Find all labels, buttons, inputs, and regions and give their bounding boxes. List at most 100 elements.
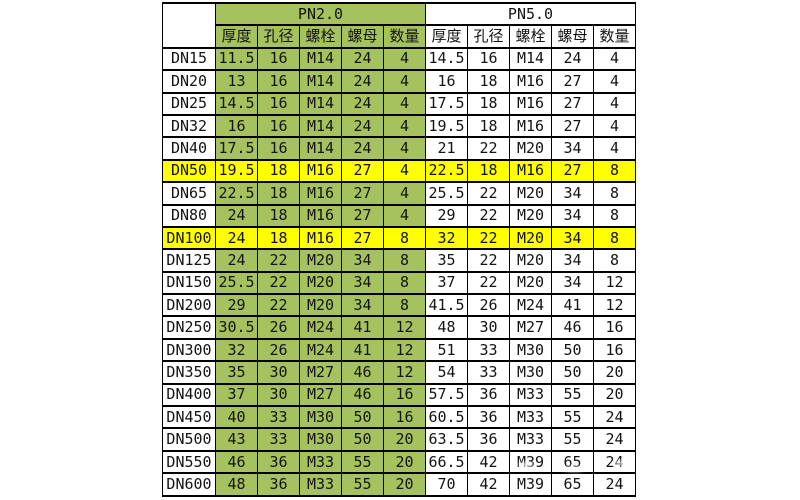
table-cell[interactable]: 22 xyxy=(257,293,300,318)
table-cell[interactable]: 37 xyxy=(215,382,258,408)
table-cell[interactable]: 46 xyxy=(341,382,384,408)
column-header-pn20-4[interactable]: 数量 xyxy=(383,24,426,49)
table-cell[interactable]: 8 xyxy=(593,181,636,206)
table-cell[interactable]: 32 xyxy=(215,337,258,363)
column-header-pn50-3[interactable]: 螺母 xyxy=(551,24,594,49)
table-cell[interactable]: 36 xyxy=(467,427,510,452)
table-cell[interactable]: 24 xyxy=(215,225,258,251)
table-cell[interactable]: 16 xyxy=(257,46,300,72)
table-cell[interactable]: 42 xyxy=(467,472,510,497)
table-cell[interactable]: 22.5 xyxy=(215,181,258,206)
table-cell[interactable]: 21 xyxy=(425,136,468,161)
table-cell[interactable]: 65 xyxy=(551,472,594,497)
table-cell[interactable]: 8 xyxy=(593,158,636,184)
table-cell[interactable]: 4 xyxy=(593,69,636,94)
row-label[interactable]: DN40 xyxy=(162,136,216,161)
table-cell[interactable]: 4 xyxy=(593,113,636,139)
table-cell[interactable]: 24 xyxy=(593,449,636,475)
table-cell[interactable]: 8 xyxy=(383,293,426,318)
table-cell[interactable]: 8 xyxy=(383,248,426,273)
table-cell[interactable]: M16 xyxy=(299,225,342,251)
table-cell[interactable]: 4 xyxy=(593,46,636,72)
table-cell[interactable]: 19.5 xyxy=(425,113,468,139)
table-cell[interactable]: 19.5 xyxy=(215,158,258,184)
table-cell[interactable]: 22 xyxy=(257,248,300,273)
table-cell[interactable]: 30 xyxy=(467,315,510,340)
table-cell[interactable]: 27 xyxy=(341,181,384,206)
table-cell[interactable]: 36 xyxy=(257,449,300,475)
table-cell[interactable]: 37 xyxy=(425,270,468,296)
table-cell[interactable]: M33 xyxy=(299,449,342,475)
table-cell[interactable]: M20 xyxy=(509,136,552,161)
table-cell[interactable]: M20 xyxy=(299,293,342,318)
table-cell[interactable]: M20 xyxy=(509,181,552,206)
table-cell[interactable]: 48 xyxy=(425,315,468,340)
table-cell[interactable]: 50 xyxy=(341,427,384,452)
table-cell[interactable]: 50 xyxy=(341,405,384,430)
table-cell[interactable]: M16 xyxy=(509,69,552,94)
table-cell[interactable]: 4 xyxy=(383,91,426,116)
table-cell[interactable]: 16 xyxy=(383,382,426,408)
table-cell[interactable]: M14 xyxy=(299,69,342,94)
table-cell[interactable]: 34 xyxy=(551,181,594,206)
table-cell[interactable]: 34 xyxy=(551,270,594,296)
table-cell[interactable]: 17.5 xyxy=(425,91,468,116)
table-cell[interactable]: 27 xyxy=(341,203,384,228)
table-cell[interactable]: 33 xyxy=(257,405,300,430)
table-cell[interactable]: 22 xyxy=(467,203,510,228)
table-cell[interactable]: 27 xyxy=(551,158,594,184)
row-label[interactable]: DN50 xyxy=(162,158,216,184)
column-header-pn50-2[interactable]: 螺栓 xyxy=(509,24,552,49)
table-cell[interactable]: 24 xyxy=(341,113,384,139)
row-label[interactable]: DN32 xyxy=(162,113,216,139)
table-cell[interactable]: M14 xyxy=(299,113,342,139)
table-cell[interactable]: 22 xyxy=(467,270,510,296)
table-cell[interactable]: 22.5 xyxy=(425,158,468,184)
table-cell[interactable]: 27 xyxy=(341,225,384,251)
table-cell[interactable]: M33 xyxy=(509,382,552,408)
table-cell[interactable]: 55 xyxy=(341,472,384,497)
table-cell[interactable]: 55 xyxy=(551,405,594,430)
table-cell[interactable]: 4 xyxy=(383,69,426,94)
table-cell[interactable]: M16 xyxy=(299,181,342,206)
table-cell[interactable]: 24 xyxy=(341,91,384,116)
table-cell[interactable]: 20 xyxy=(593,382,636,408)
table-cell[interactable]: 26 xyxy=(257,337,300,363)
table-cell[interactable]: 24 xyxy=(341,69,384,94)
table-cell[interactable]: 14.5 xyxy=(425,46,468,72)
table-cell[interactable]: 18 xyxy=(257,158,300,184)
row-label[interactable]: DN125 xyxy=(162,248,216,273)
table-cell[interactable]: 33 xyxy=(467,337,510,363)
table-cell[interactable]: 27 xyxy=(551,91,594,116)
row-label[interactable]: DN600 xyxy=(162,472,216,497)
table-cell[interactable]: M20 xyxy=(509,270,552,296)
table-cell[interactable]: 41 xyxy=(551,293,594,318)
table-cell[interactable]: 43 xyxy=(215,427,258,452)
table-cell[interactable]: M30 xyxy=(509,360,552,385)
table-cell[interactable]: 51 xyxy=(425,337,468,363)
row-label[interactable]: DN25 xyxy=(162,91,216,116)
table-cell[interactable]: 42 xyxy=(467,449,510,475)
table-cell[interactable]: 24 xyxy=(341,46,384,72)
table-cell[interactable]: 4 xyxy=(383,136,426,161)
table-cell[interactable]: 55 xyxy=(341,449,384,475)
table-cell[interactable]: 24 xyxy=(551,46,594,72)
table-cell[interactable]: M20 xyxy=(299,248,342,273)
table-cell[interactable]: M16 xyxy=(509,158,552,184)
row-label[interactable]: DN80 xyxy=(162,203,216,228)
table-cell[interactable]: 16 xyxy=(257,69,300,94)
table-cell[interactable]: 13 xyxy=(215,69,258,94)
table-cell[interactable]: 34 xyxy=(551,248,594,273)
table-cell[interactable]: M27 xyxy=(509,315,552,340)
table-cell[interactable]: 26 xyxy=(467,293,510,318)
table-cell[interactable]: 55 xyxy=(551,427,594,452)
table-cell[interactable]: M39 xyxy=(509,449,552,475)
table-cell[interactable]: 18 xyxy=(257,203,300,228)
table-cell[interactable]: 16 xyxy=(593,337,636,363)
table-cell[interactable]: 35 xyxy=(215,360,258,385)
row-label[interactable]: DN450 xyxy=(162,405,216,430)
section-header-pn20[interactable]: PN2.0 xyxy=(215,1,426,27)
table-cell[interactable]: 16 xyxy=(425,69,468,94)
table-cell[interactable]: 24 xyxy=(341,136,384,161)
table-cell[interactable]: 34 xyxy=(341,248,384,273)
